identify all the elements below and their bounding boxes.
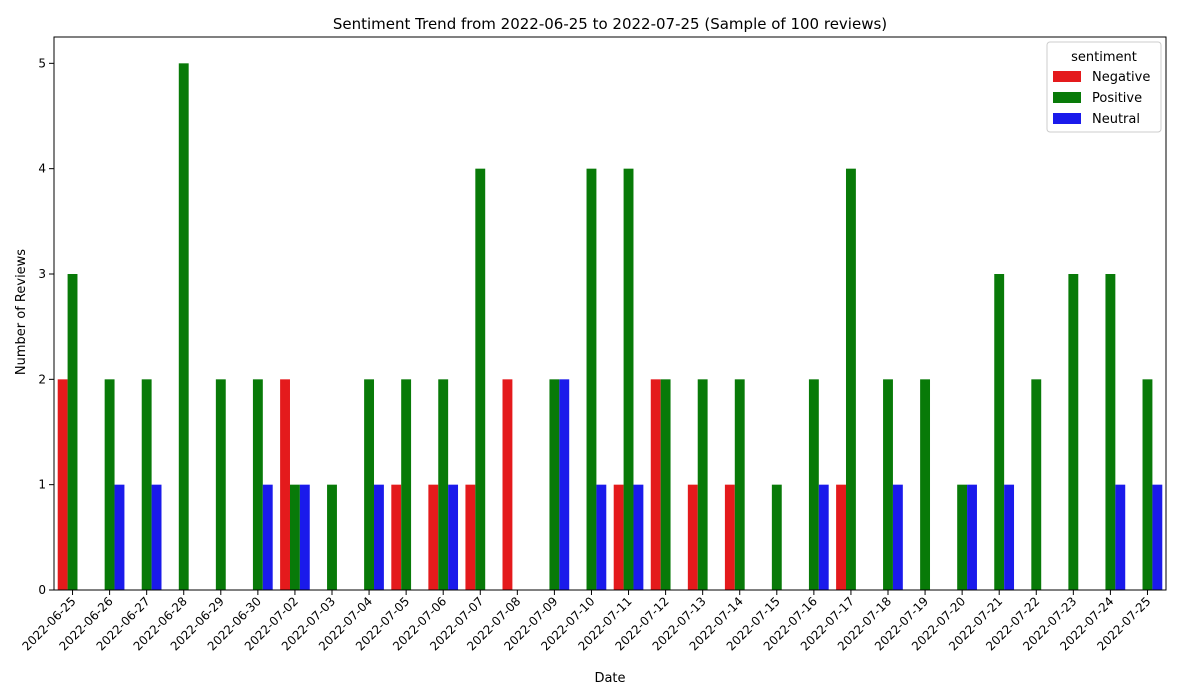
bar-positive-2022-07-03	[327, 484, 337, 590]
bar-positive-2022-06-25	[67, 274, 78, 590]
y-tick-label: 0	[38, 583, 46, 597]
bar-neutral-2022-07-16	[818, 484, 829, 590]
bar-positive-2022-06-27	[141, 379, 152, 590]
bar-negative-2022-07-17	[836, 484, 846, 590]
legend-label-negative: Negative	[1092, 70, 1150, 85]
bar-neutral-2022-07-24	[1115, 484, 1126, 590]
bar-positive-2022-07-10	[586, 168, 597, 590]
bar-neutral-2022-07-25	[1152, 484, 1163, 590]
legend-title: sentiment	[1071, 50, 1137, 65]
bar-neutral-2022-07-04	[374, 484, 384, 590]
bar-negative-2022-07-13	[687, 484, 698, 590]
bar-positive-2022-07-18	[883, 379, 893, 590]
bar-neutral-2022-07-18	[892, 484, 903, 590]
bar-negative-2022-07-08	[502, 379, 513, 590]
legend-swatch-negative	[1053, 71, 1081, 82]
bar-negative-2022-07-02	[280, 379, 290, 590]
plot-frame	[53, 36, 1167, 591]
legend-box	[1046, 41, 1162, 133]
bar-positive-2022-07-09	[549, 379, 560, 590]
x-axis-label: Date	[594, 671, 625, 686]
bar-positive-2022-07-23	[1068, 274, 1079, 590]
bar-positive-2022-06-29	[215, 379, 226, 590]
bar-negative-2022-07-05	[391, 484, 402, 590]
bar-neutral-2022-06-30	[262, 484, 273, 590]
bar-positive-2022-06-26	[104, 379, 115, 590]
bar-neutral-2022-07-20	[967, 484, 977, 590]
bar-negative-2022-07-14	[724, 484, 735, 590]
x-axis: 2022-06-252022-06-262022-06-272022-06-28…	[19, 590, 1154, 653]
bar-negative-2022-07-06	[428, 484, 439, 590]
legend: sentiment Negative Positive Neutral	[1046, 41, 1162, 133]
y-tick-label: 2	[38, 372, 46, 386]
bar-positive-2022-07-11	[623, 168, 634, 590]
bar-neutral-2022-07-11	[633, 484, 644, 590]
bar-positive-2022-07-15	[771, 484, 782, 590]
y-axis-label: Number of Reviews	[14, 249, 29, 375]
bar-neutral-2022-06-26	[114, 484, 125, 590]
bar-positive-2022-07-14	[734, 379, 745, 590]
bar-positive-2022-07-12	[660, 379, 671, 590]
bar-neutral-2022-07-02	[299, 484, 310, 590]
y-axis: 0 1 2 3 4 5	[38, 56, 54, 597]
bar-negative-2022-07-11	[613, 484, 624, 590]
legend-swatch-positive	[1053, 92, 1081, 103]
bar-positive-2022-07-22	[1031, 379, 1042, 590]
bar-positive-2022-07-20	[957, 484, 968, 590]
bar-positive-2022-06-30	[252, 379, 263, 590]
y-tick-label: 4	[38, 162, 46, 176]
legend-label-positive: Positive	[1092, 91, 1142, 106]
bar-neutral-2022-06-27	[151, 484, 162, 590]
bar-neutral-2022-07-09	[559, 379, 570, 590]
y-tick-label: 5	[38, 56, 46, 70]
bar-positive-2022-07-04	[364, 379, 375, 590]
legend-swatch-neutral	[1053, 113, 1081, 124]
y-tick-label: 1	[38, 478, 46, 492]
bar-positive-2022-07-19	[920, 379, 931, 590]
bar-positive-2022-06-28	[178, 63, 189, 591]
bar-positive-2022-07-13	[697, 379, 708, 590]
y-tick-label: 3	[38, 267, 46, 281]
bar-neutral-2022-07-10	[596, 484, 607, 590]
bar-negative-2022-07-12	[650, 379, 661, 590]
bar-positive-2022-07-06	[438, 379, 449, 590]
legend-label-neutral: Neutral	[1092, 112, 1140, 127]
chart-title: Sentiment Trend from 2022-06-25 to 2022-…	[333, 15, 887, 33]
bar-positive-2022-07-16	[808, 379, 819, 590]
bar-positive-2022-07-24	[1105, 274, 1116, 590]
bar-positive-2022-07-05	[401, 379, 412, 590]
bar-neutral-2022-07-06	[448, 484, 459, 590]
bars-group	[57, 63, 1163, 591]
bar-positive-2022-07-17	[845, 168, 856, 590]
bar-neutral-2022-07-21	[1004, 484, 1015, 590]
bar-positive-2022-07-07	[475, 168, 486, 590]
bar-positive-2022-07-25	[1142, 379, 1153, 590]
bar-negative-2022-07-07	[465, 484, 476, 590]
bar-positive-2022-07-02	[289, 484, 300, 590]
bar-negative-2022-06-25	[57, 379, 68, 590]
bar-positive-2022-07-21	[994, 274, 1005, 590]
